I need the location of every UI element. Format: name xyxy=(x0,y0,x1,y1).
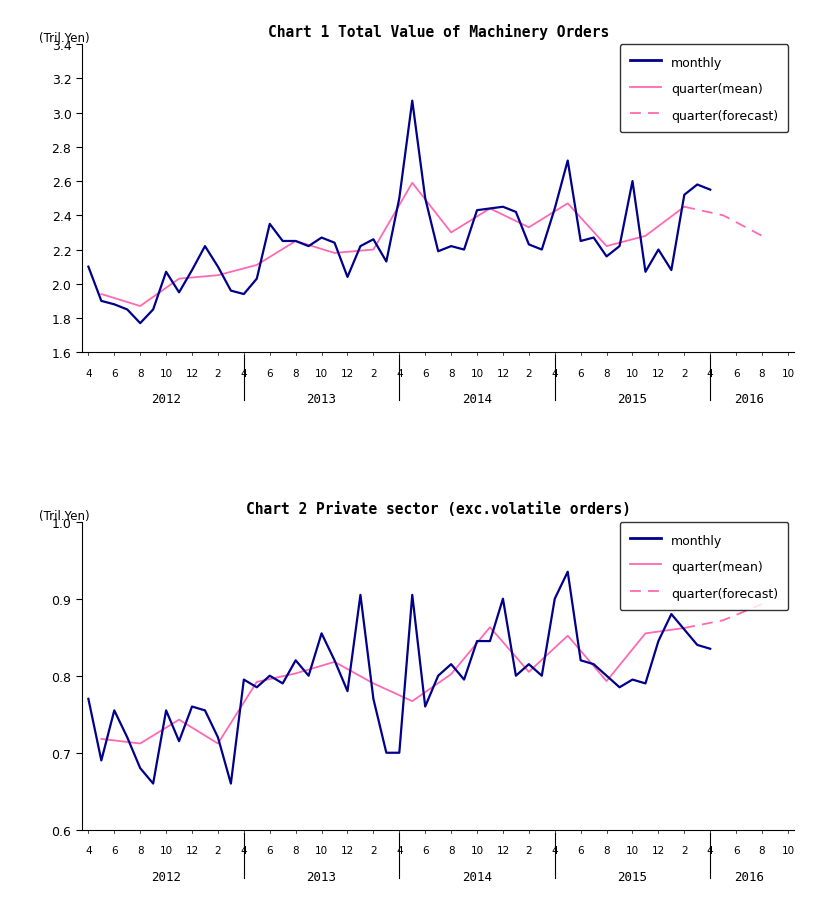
Text: 6: 6 xyxy=(111,845,118,855)
Text: 4: 4 xyxy=(85,845,92,855)
Text: 10: 10 xyxy=(315,845,328,855)
Text: 4: 4 xyxy=(707,368,713,378)
Text: 8: 8 xyxy=(292,368,299,378)
Title: Chart 1 Total Value of Machinery Orders: Chart 1 Total Value of Machinery Orders xyxy=(268,23,609,40)
Text: 2: 2 xyxy=(215,845,221,855)
Text: 10: 10 xyxy=(315,368,328,378)
Text: 8: 8 xyxy=(604,845,610,855)
Text: 6: 6 xyxy=(266,845,273,855)
Text: 2014: 2014 xyxy=(462,870,492,883)
Text: 6: 6 xyxy=(733,368,740,378)
Text: 2: 2 xyxy=(215,368,221,378)
Text: 10: 10 xyxy=(781,368,794,378)
Text: 4: 4 xyxy=(551,845,558,855)
Text: 4: 4 xyxy=(241,845,247,855)
Text: 2: 2 xyxy=(681,368,688,378)
Text: 2013: 2013 xyxy=(306,393,337,406)
Text: 10: 10 xyxy=(160,368,173,378)
Text: 12: 12 xyxy=(341,845,354,855)
Text: 10: 10 xyxy=(626,845,639,855)
Text: 4: 4 xyxy=(396,845,403,855)
Text: 10: 10 xyxy=(781,845,794,855)
Text: 6: 6 xyxy=(577,845,584,855)
Text: 12: 12 xyxy=(652,368,665,378)
Text: 12: 12 xyxy=(185,845,199,855)
Text: 12: 12 xyxy=(341,368,354,378)
Text: 2013: 2013 xyxy=(306,870,337,883)
Text: 8: 8 xyxy=(758,368,765,378)
Text: 2016: 2016 xyxy=(734,870,764,883)
Text: 2: 2 xyxy=(526,845,532,855)
Text: 10: 10 xyxy=(626,368,639,378)
Text: 2: 2 xyxy=(370,368,377,378)
Text: 6: 6 xyxy=(422,368,428,378)
Text: 8: 8 xyxy=(448,845,455,855)
Text: 4: 4 xyxy=(707,845,713,855)
Text: 4: 4 xyxy=(396,368,403,378)
Text: 2012: 2012 xyxy=(152,870,181,883)
Text: 6: 6 xyxy=(111,368,118,378)
Text: 6: 6 xyxy=(733,845,740,855)
Text: 10: 10 xyxy=(470,368,483,378)
Title: Chart 2 Private sector (exc.volatile orders): Chart 2 Private sector (exc.volatile ord… xyxy=(246,502,631,517)
Text: 12: 12 xyxy=(496,845,509,855)
Text: 4: 4 xyxy=(241,368,247,378)
Text: 12: 12 xyxy=(652,845,665,855)
Text: 2: 2 xyxy=(681,845,688,855)
Text: 2012: 2012 xyxy=(152,393,181,406)
Text: 2: 2 xyxy=(526,368,532,378)
Legend: monthly, quarter(mean), quarter(forecast): monthly, quarter(mean), quarter(forecast… xyxy=(620,522,788,611)
Text: 6: 6 xyxy=(577,368,584,378)
Text: 8: 8 xyxy=(448,368,455,378)
Text: 4: 4 xyxy=(85,368,92,378)
Text: (Tril.Yen): (Tril.Yen) xyxy=(39,32,90,45)
Text: 2015: 2015 xyxy=(618,393,648,406)
Text: 2015: 2015 xyxy=(618,870,648,883)
Text: 6: 6 xyxy=(266,368,273,378)
Text: (Tril.Yen): (Tril.Yen) xyxy=(39,509,90,522)
Text: 8: 8 xyxy=(604,368,610,378)
Text: 2016: 2016 xyxy=(734,393,764,406)
Text: 10: 10 xyxy=(160,845,173,855)
Text: 12: 12 xyxy=(185,368,199,378)
Text: 10: 10 xyxy=(470,845,483,855)
Text: 6: 6 xyxy=(422,845,428,855)
Text: 8: 8 xyxy=(137,368,143,378)
Text: 8: 8 xyxy=(758,845,765,855)
Text: 8: 8 xyxy=(292,845,299,855)
Text: 4: 4 xyxy=(551,368,558,378)
Text: 12: 12 xyxy=(496,368,509,378)
Text: 2014: 2014 xyxy=(462,393,492,406)
Legend: monthly, quarter(mean), quarter(forecast): monthly, quarter(mean), quarter(forecast… xyxy=(620,45,788,133)
Text: 8: 8 xyxy=(137,845,143,855)
Text: 2: 2 xyxy=(370,845,377,855)
